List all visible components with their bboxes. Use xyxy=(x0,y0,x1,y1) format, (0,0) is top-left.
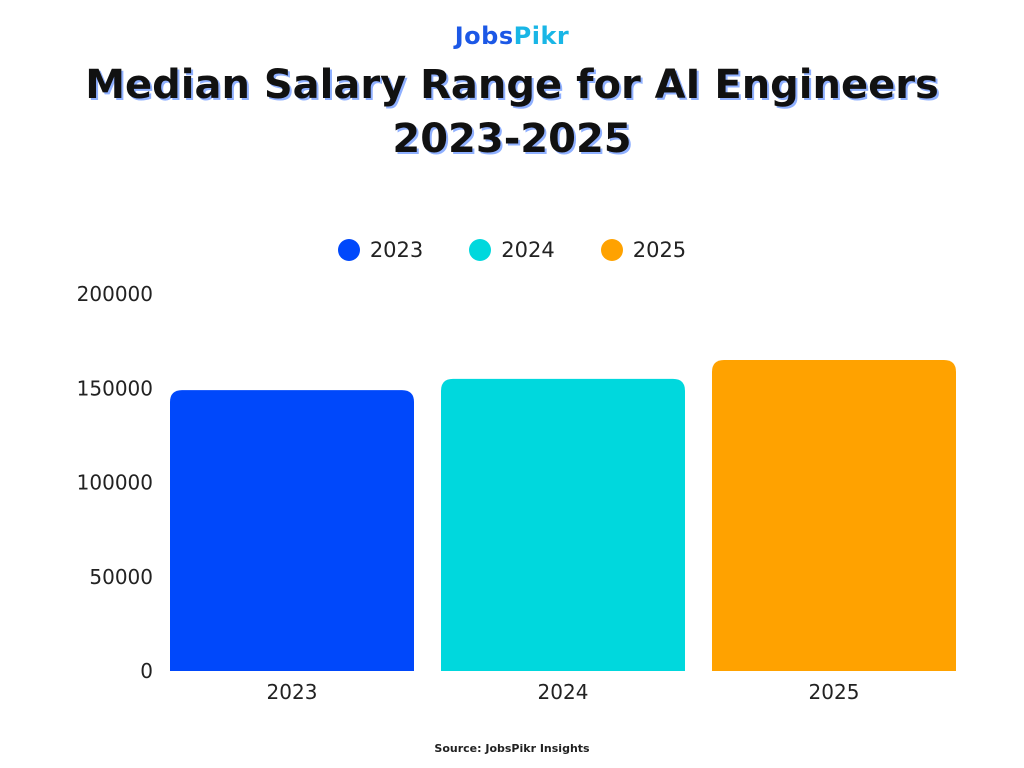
y-tick-label: 0 xyxy=(140,659,153,683)
legend-swatch-2023 xyxy=(337,239,360,261)
y-tick-label: 100000 xyxy=(77,471,153,495)
legend-item-2025: 2025 xyxy=(600,238,687,262)
chart-legend: 2023 2024 2025 xyxy=(0,238,1024,262)
x-tick-label: 2023 xyxy=(267,680,318,704)
bar-2024 xyxy=(441,378,685,671)
y-tick-label: 150000 xyxy=(77,376,153,400)
source-note: Source: JobsPikr Insights xyxy=(434,742,590,755)
chart-title-line-1: Median Salary Range for AI Engineers xyxy=(85,62,939,108)
legend-item-2024: 2024 xyxy=(469,238,555,262)
y-tick-label: 50000 xyxy=(89,565,153,589)
legend-item-2023: 2023 xyxy=(337,238,424,262)
legend-label-2025: 2025 xyxy=(632,238,687,262)
legend-label-2023: 2023 xyxy=(369,238,424,262)
logo-text-pikr: Pikr xyxy=(513,22,570,50)
chart-title-line-2: 2023-2025 xyxy=(392,116,632,162)
legend-label-2024: 2024 xyxy=(501,238,555,262)
legend-swatch-2024 xyxy=(469,239,492,261)
logo-text-jobs: Jobs xyxy=(454,22,514,50)
y-tick-label: 200000 xyxy=(77,282,153,306)
bar-2023 xyxy=(170,390,414,671)
legend-swatch-2025 xyxy=(600,239,623,261)
brand-logo: JobsPikr xyxy=(0,22,1024,50)
x-tick-label: 2024 xyxy=(538,680,589,704)
chart-title: Median Salary Range for AI Engineers 202… xyxy=(0,58,1024,166)
bar-2025 xyxy=(712,359,956,671)
x-tick-label: 2025 xyxy=(809,680,860,704)
